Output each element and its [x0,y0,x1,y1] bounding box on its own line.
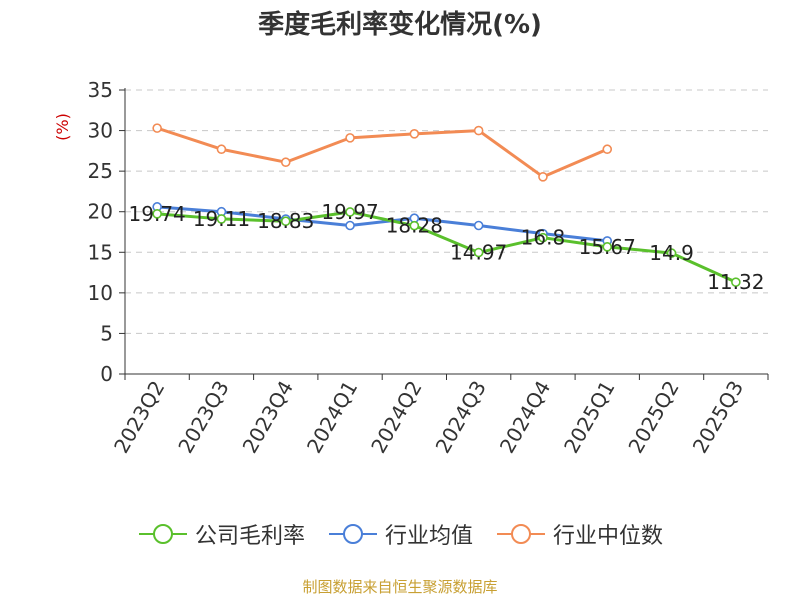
legend-marker-icon [497,524,545,544]
data-point [602,144,613,155]
x-tick-label: 2023Q2 [109,377,169,458]
data-label: 19.11 [193,207,250,231]
legend-marker-icon [138,524,187,544]
legend-marker-icon [328,524,377,544]
legend-label: 行业中位数 [553,524,664,549]
data-point [731,277,741,287]
data-point [538,172,548,182]
chart-legend: 公司毛利率 行业均值 行业中位数 [0,518,800,550]
data-label: 18.28 [386,214,443,238]
y-tick-label: 25 [88,159,113,183]
data-label: 18.83 [257,209,314,233]
x-tick-label: 2024Q3 [431,377,491,458]
data-label: 14.9 [649,241,694,265]
series-line [157,210,737,284]
data-point [280,157,291,168]
y-tick-label: 5 [100,321,113,345]
legend-circle [152,524,173,544]
data-point [538,232,548,243]
y-tick-label: 35 [88,78,113,102]
series-line [156,126,608,179]
y-axis-label: (%) [53,113,72,141]
x-tick-label: 2025Q1 [559,377,619,458]
x-tick-label: 2023Q4 [238,377,298,458]
x-tick-label: 2024Q1 [302,377,362,458]
data-label: 16.8 [521,226,566,250]
data-point [345,207,355,217]
y-tick-label: 20 [88,200,113,224]
data-point [280,216,291,227]
x-tick-label: 2024Q2 [366,377,426,458]
legend-item[interactable]: 行业均值 [327,518,473,550]
legend-item[interactable]: 公司毛利率 [137,518,305,550]
data-point [216,144,227,155]
legend-circle [511,524,531,544]
chart-title: 季度毛利率变化情况(%) [258,10,542,40]
data-label: 19.97 [321,200,378,224]
legend-label: 公司毛利率 [194,524,305,549]
data-label: 11.32 [707,270,764,294]
data-label: 19.74 [129,202,186,226]
x-tick-label: 2025Q3 [688,377,748,458]
legend-item[interactable]: 行业中位数 [495,518,663,550]
data-point [473,220,484,231]
data-point [473,125,484,136]
data-point [345,133,355,143]
y-tick-label: 0 [100,362,113,386]
data-point [666,248,677,258]
data-point [409,220,420,231]
data-point [473,247,484,258]
source-note: 制图数据来自恒生聚源数据库 [302,578,498,596]
x-tick-label: 2024Q4 [495,377,555,458]
series-line [157,205,608,243]
x-tick-label: 2023Q3 [173,377,233,458]
x-tick-label: 2025Q2 [623,377,683,458]
y-tick-label: 15 [88,240,113,264]
data-point [216,214,227,224]
data-point [345,220,355,231]
legend-circle [342,524,363,544]
data-label: 14.97 [450,241,507,265]
data-point [602,242,613,252]
data-label: 15.67 [579,235,636,259]
data-point [152,209,162,219]
legend-label: 行业均值 [384,524,473,549]
data-point [152,123,162,133]
y-tick-label: 30 [88,119,113,143]
y-tick-label: 10 [88,281,113,305]
data-point [409,129,420,139]
